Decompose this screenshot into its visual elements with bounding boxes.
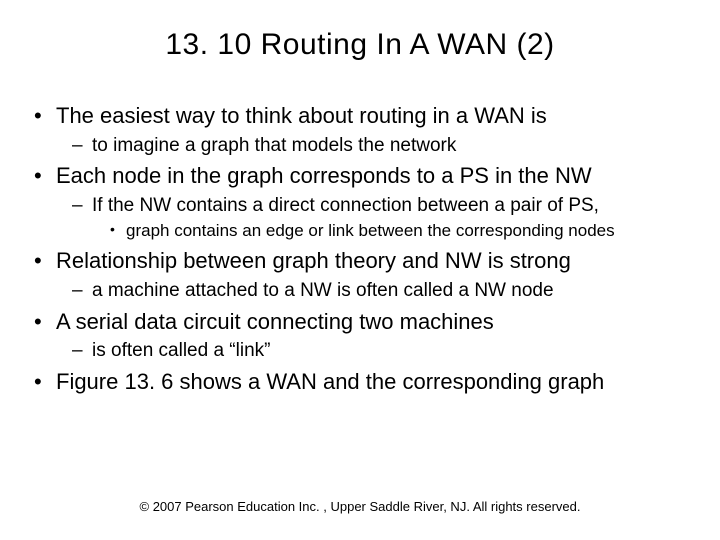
- subsub-text: graph contains an edge or link between t…: [126, 221, 615, 240]
- sub-text: If the NW contains a direct connection b…: [92, 195, 599, 216]
- bullet-text: Each node in the graph corresponds to a …: [56, 163, 592, 188]
- sub-list: to imagine a graph that models the netwo…: [56, 133, 700, 159]
- bullet-text: A serial data circuit connecting two mac…: [56, 309, 494, 334]
- sub-text: a machine attached to a NW is often call…: [92, 280, 554, 301]
- sub-item: If the NW contains a direct connection b…: [56, 193, 700, 244]
- bullet-item: Figure 13. 6 shows a WAN and the corresp…: [20, 368, 700, 397]
- bullet-text: The easiest way to think about routing i…: [56, 103, 547, 128]
- subsub-list: graph contains an edge or link between t…: [92, 220, 700, 243]
- bullet-item: A serial data circuit connecting two mac…: [20, 308, 700, 364]
- bullet-text: Figure 13. 6 shows a WAN and the corresp…: [56, 369, 604, 394]
- slide-title: 13. 10 Routing In A WAN (2): [20, 28, 700, 62]
- copyright-footer: © 2007 Pearson Education Inc. , Upper Sa…: [0, 499, 720, 514]
- sub-item: is often called a “link”: [56, 338, 700, 364]
- sub-list: a machine attached to a NW is often call…: [56, 278, 700, 304]
- subsub-item: graph contains an edge or link between t…: [92, 220, 700, 243]
- bullet-item: The easiest way to think about routing i…: [20, 102, 700, 158]
- bullet-item: Each node in the graph corresponds to a …: [20, 162, 700, 243]
- sub-item: to imagine a graph that models the netwo…: [56, 133, 700, 159]
- sub-list: If the NW contains a direct connection b…: [56, 193, 700, 244]
- sub-text: is often called a “link”: [92, 340, 270, 361]
- bullet-text: Relationship between graph theory and NW…: [56, 248, 571, 273]
- slide: 13. 10 Routing In A WAN (2) The easiest …: [0, 0, 720, 540]
- sub-text: to imagine a graph that models the netwo…: [92, 135, 456, 156]
- sub-list: is often called a “link”: [56, 338, 700, 364]
- bullet-item: Relationship between graph theory and NW…: [20, 247, 700, 303]
- bullet-list: The easiest way to think about routing i…: [20, 102, 700, 396]
- sub-item: a machine attached to a NW is often call…: [56, 278, 700, 304]
